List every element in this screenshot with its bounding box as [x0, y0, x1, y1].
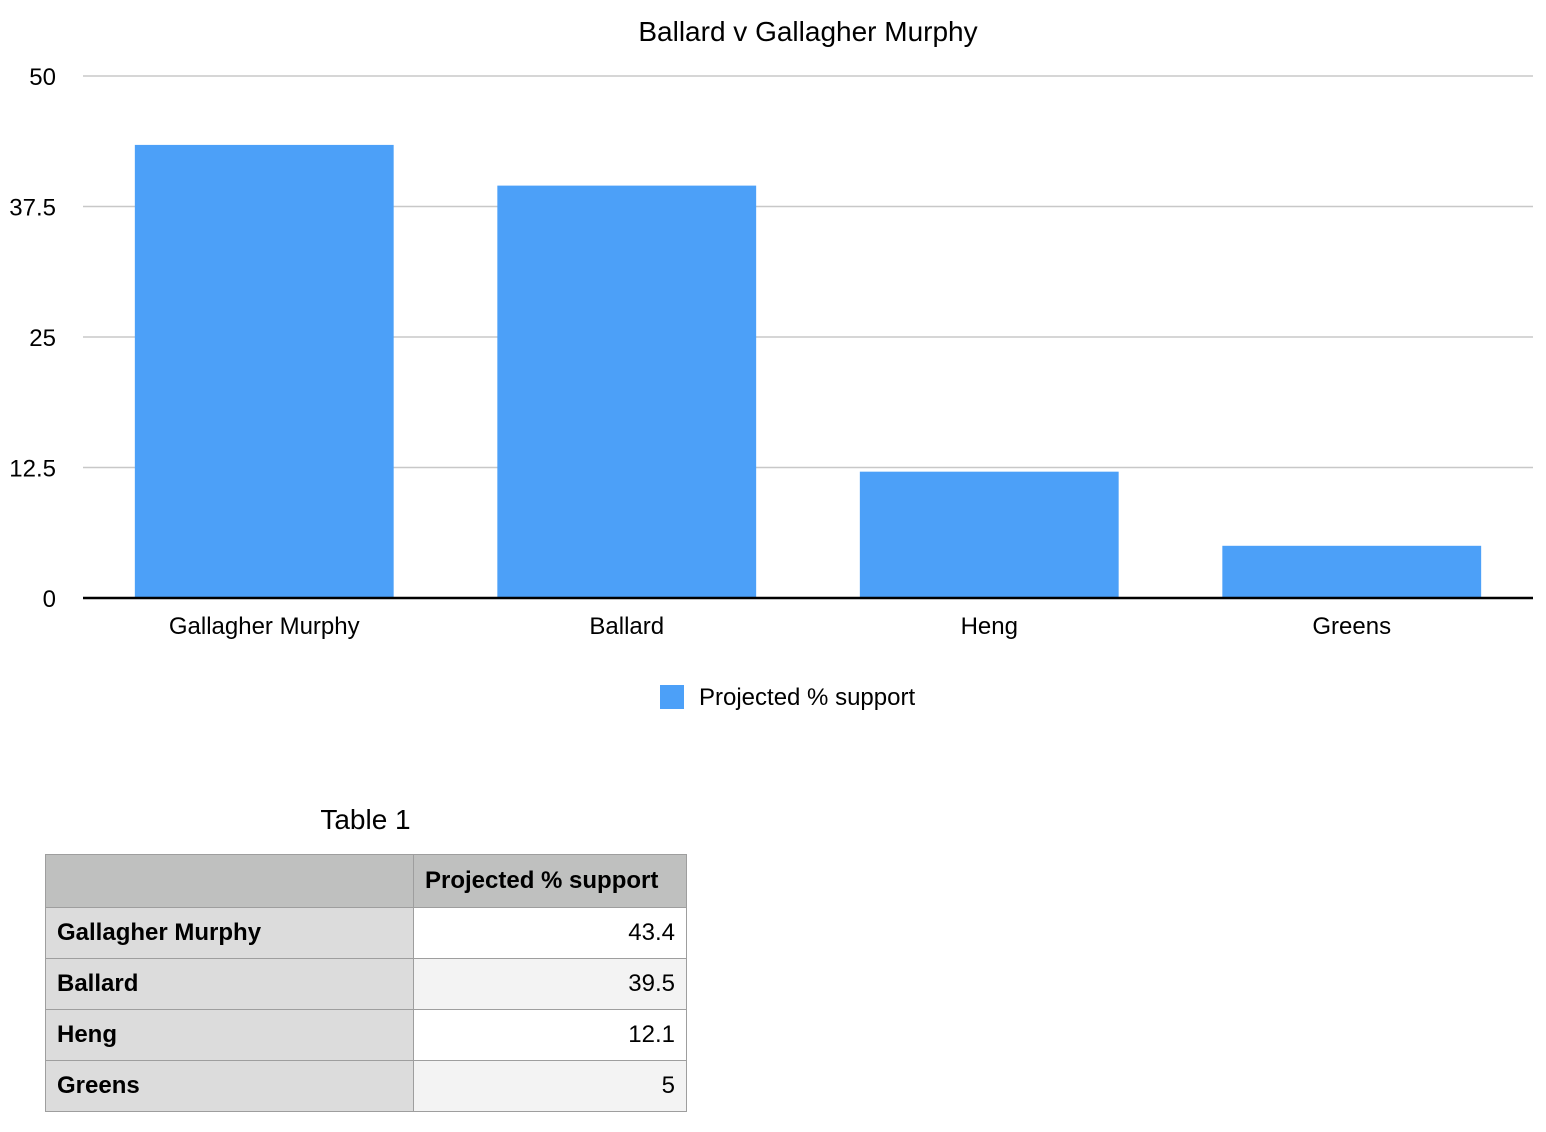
data-table: Projected % support Gallagher Murphy 43.…	[45, 854, 687, 1112]
x-tick-label: Ballard	[589, 613, 664, 640]
table-row-label: Gallagher Murphy	[45, 907, 414, 959]
bar	[134, 144, 394, 599]
table-row: Gallagher Murphy 43.4	[45, 907, 687, 959]
table-row-label: Heng	[45, 1009, 414, 1061]
table-row: Heng 12.1	[45, 1009, 687, 1061]
x-tick-label: Heng	[961, 613, 1018, 640]
table-row: Ballard 39.5	[45, 958, 687, 1010]
bar	[859, 471, 1119, 598]
chart-title: Ballard v Gallagher Murphy	[638, 16, 977, 47]
table-row-label: Ballard	[45, 958, 414, 1010]
bar	[497, 185, 757, 598]
bar-chart: Ballard v Gallagher Murphy 0 12.5 25 37.5 50…	[9, 16, 1533, 711]
y-tick-label: 37.5	[9, 195, 56, 222]
table-cell: 5	[413, 1060, 687, 1112]
y-tick-label: 12.5	[9, 456, 56, 483]
table-header-row: Projected % support	[45, 854, 687, 908]
legend-label: Projected % support	[699, 684, 915, 711]
table-cell: 43.4	[413, 907, 687, 959]
table-corner-cell	[45, 854, 414, 908]
y-tick-label: 0	[43, 586, 56, 613]
y-tick-label: 25	[29, 325, 56, 352]
table-title: Table 1	[320, 804, 411, 835]
x-axis-ticks: Gallagher Murphy Ballard Heng Greens	[169, 613, 1391, 640]
y-axis-ticks: 0 12.5 25 37.5 50	[9, 64, 56, 613]
table-cell: 12.1	[413, 1009, 687, 1061]
legend-swatch	[660, 685, 684, 709]
y-tick-label: 50	[29, 64, 56, 91]
x-tick-label: Gallagher Murphy	[169, 613, 360, 640]
bar	[1222, 545, 1482, 598]
table-row: Greens 5	[45, 1060, 687, 1112]
table-row-label: Greens	[45, 1060, 414, 1112]
table-cell: 39.5	[413, 958, 687, 1010]
bars	[134, 144, 1482, 599]
table-column-header: Projected % support	[413, 854, 687, 908]
legend: Projected % support	[660, 684, 915, 711]
x-tick-label: Greens	[1312, 613, 1391, 640]
